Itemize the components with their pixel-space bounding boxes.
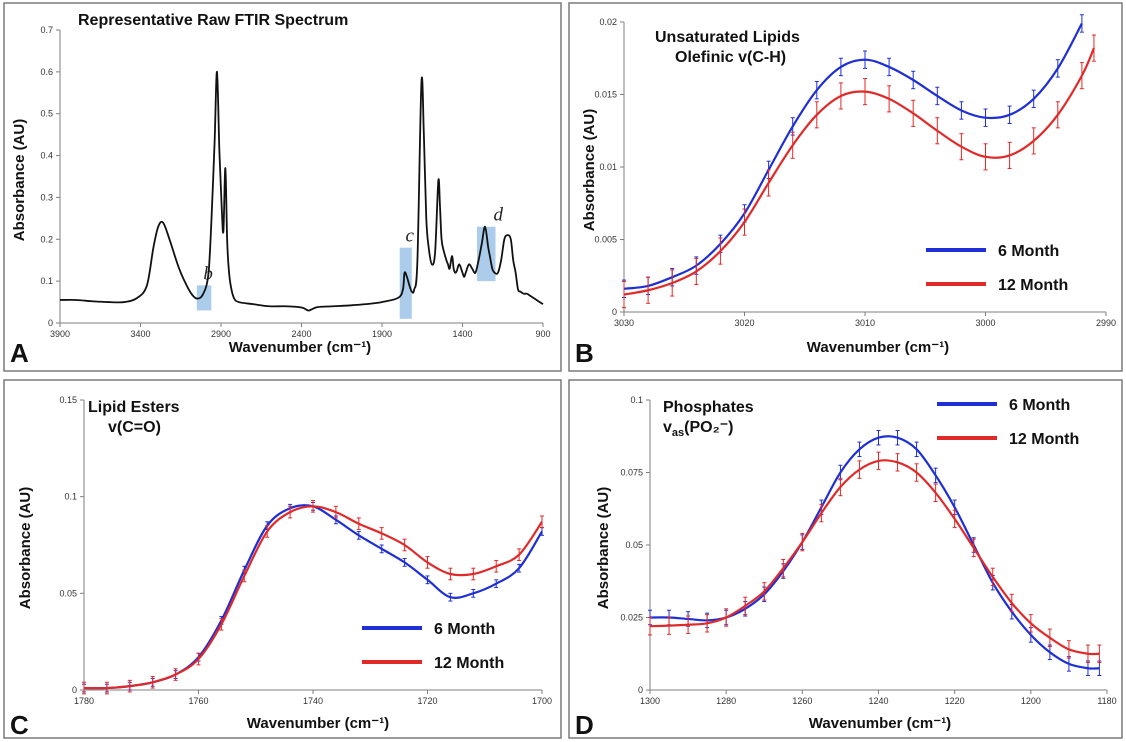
- y-tick-label: 0.5: [40, 109, 53, 119]
- x-tick-label: 1700: [532, 696, 552, 706]
- series-line: [623, 47, 1095, 296]
- x-tick-label: 1400: [452, 329, 472, 339]
- x-tick-label: 1280: [716, 696, 736, 706]
- x-axis-title: Wavenumber (cm⁻¹): [229, 339, 371, 356]
- panel-title: Representative Raw FTIR Spectrum: [78, 12, 348, 29]
- x-tick-label: 3900: [50, 329, 70, 339]
- x-axis-title: Wavenumber (cm⁻¹): [809, 715, 951, 732]
- x-tick-label: 1220: [945, 696, 965, 706]
- x-tick-label: 2900: [211, 329, 231, 339]
- panel-frame: [568, 2, 1123, 372]
- legend-label: 6 Month: [1009, 397, 1070, 414]
- x-tick-label: 1260: [792, 696, 812, 706]
- panel-letter: A: [10, 338, 29, 368]
- series-line: [623, 22, 1083, 290]
- region-label-d: d: [493, 205, 503, 226]
- x-tick-label: 1240: [868, 696, 888, 706]
- y-axis-title: Absorbance (AU): [17, 487, 34, 610]
- y-tick-label: 0.025: [620, 613, 643, 623]
- x-tick-label: 1200: [1021, 696, 1041, 706]
- y-tick-label: 0: [48, 318, 53, 328]
- y-tick-label: 0: [638, 685, 643, 695]
- panel-frame: [3, 2, 562, 372]
- y-tick-label: 0.3: [40, 192, 53, 202]
- y-tick-label: 0.4: [40, 151, 53, 161]
- legend-label: 6 Month: [998, 243, 1059, 260]
- x-tick-label: 2400: [291, 329, 311, 339]
- series-spectrum: [59, 70, 544, 312]
- region-label-c: c: [406, 226, 415, 247]
- panel-letter: B: [575, 338, 594, 368]
- panel-title-line-2: v(C=O): [108, 419, 161, 436]
- highlight-region-c: [399, 247, 412, 319]
- series-12-month: [622, 34, 1096, 309]
- x-tick-label: 1740: [303, 696, 323, 706]
- series-line: [649, 459, 1100, 656]
- x-tick-label: 1180: [1097, 696, 1116, 706]
- y-tick-label: 0.05: [625, 540, 643, 550]
- panel-b: 3030 3020 3010 3000 2990 0 0.005 0.01 0.015 0.02 W…: [568, 2, 1123, 372]
- legend-label: 12 Month: [434, 655, 504, 672]
- panel-title-line-1: Unsaturated Lipids: [655, 29, 800, 46]
- x-tick-label: 1720: [417, 696, 437, 706]
- y-tick-label: 0.01: [599, 162, 617, 172]
- panel-frame: [3, 379, 562, 739]
- panel-title-line-1: Phosphates: [663, 399, 754, 416]
- y-axis-title: Absorbance (AU): [581, 109, 598, 232]
- y-tick-label: 0.05: [59, 588, 77, 598]
- y-tick-label: 0: [612, 307, 617, 317]
- x-tick-label: 1760: [188, 696, 208, 706]
- y-tick-label: 0.02: [599, 17, 617, 27]
- y-tick-label: 0.7: [40, 25, 53, 35]
- y-tick-label: 0.15: [59, 395, 77, 405]
- y-axis-title: Absorbance (AU): [595, 487, 612, 610]
- highlight-region-b: [196, 285, 212, 311]
- y-tick-label: 0.2: [40, 234, 53, 244]
- legend-label: 6 Month: [434, 621, 495, 638]
- x-tick-label: 900: [535, 329, 550, 339]
- panel-frame: [568, 379, 1123, 739]
- x-tick-label: 2990: [1096, 318, 1116, 328]
- x-tick-label: 1300: [640, 696, 660, 706]
- panel-title-line-2: vas(PO₂⁻): [663, 419, 733, 439]
- y-tick-label: 0.015: [594, 90, 617, 100]
- x-axis-title: Wavenumber (cm⁻¹): [247, 715, 389, 732]
- panel-d: 1300 1280 1260 1240 1220 1200 1180 0 0.025 0.05 0.…: [568, 379, 1123, 740]
- y-tick-label: 0.6: [40, 67, 53, 77]
- y-tick-label: 0.1: [630, 395, 643, 405]
- series-12-month: [648, 451, 1102, 663]
- y-tick-label: 0.1: [40, 276, 53, 286]
- x-tick-label: 1900: [372, 329, 392, 339]
- series-line: [59, 70, 544, 312]
- x-axis-title: Wavenumber (cm⁻¹): [807, 339, 949, 356]
- y-axis-title: Absorbance (AU): [11, 119, 28, 242]
- legend-label: 12 Month: [1009, 431, 1079, 448]
- panel-title-line-2: Olefinic v(C-H): [675, 49, 786, 66]
- panel-letter: C: [10, 710, 29, 740]
- legend-label: 12 Month: [998, 277, 1068, 294]
- x-tick-label: 3400: [130, 329, 150, 339]
- x-tick-label: 3000: [975, 318, 995, 328]
- series-line: [83, 505, 543, 690]
- y-tick-label: 0.1: [64, 492, 77, 502]
- panel-c: 1780 1760 1740 1720 1700 0 0.05 0.1 0.15 Wavenumb…: [3, 379, 562, 740]
- x-tick-label: 1780: [74, 696, 94, 706]
- panel-a: 3900 3400 2900 2400 1900 1400 900 0 0.1 0.2 0.3 0.4…: [3, 2, 562, 372]
- y-tick-label: 0.005: [594, 235, 617, 245]
- x-tick-label: 3010: [855, 318, 875, 328]
- y-tick-label: 0: [72, 685, 77, 695]
- x-tick-label: 3020: [734, 318, 754, 328]
- x-tick-label: 3030: [614, 318, 634, 328]
- series-12-month: [82, 500, 544, 695]
- panel-letter: D: [575, 710, 594, 740]
- panel-title-line-1: Lipid Esters: [88, 399, 180, 416]
- y-tick-label: 0.075: [620, 468, 643, 478]
